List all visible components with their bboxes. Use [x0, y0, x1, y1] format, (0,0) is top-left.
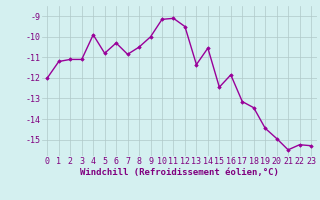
X-axis label: Windchill (Refroidissement éolien,°C): Windchill (Refroidissement éolien,°C): [80, 168, 279, 177]
